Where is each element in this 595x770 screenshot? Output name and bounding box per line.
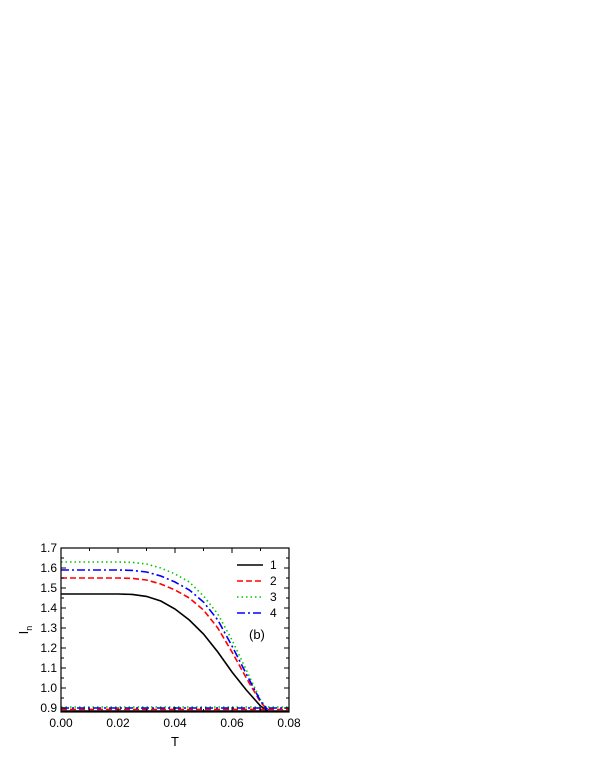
y-tick-label: 0.9 bbox=[40, 701, 57, 715]
y-tick-label: 1.6 bbox=[40, 561, 57, 575]
y-axis-title-subscript: n bbox=[24, 626, 34, 631]
y-tick-label: 1.1 bbox=[40, 661, 57, 675]
y-tick-label: 1.0 bbox=[40, 681, 57, 695]
series-4-upper-line bbox=[61, 569, 269, 711]
y-tick-label: 1.7 bbox=[40, 541, 57, 555]
y-axis-title-main: I bbox=[16, 631, 31, 635]
x-tick-label: 0.02 bbox=[106, 716, 130, 730]
x-tick-label: 0.06 bbox=[220, 716, 244, 730]
panel-label: (b) bbox=[249, 627, 265, 642]
x-tick-label: 0.08 bbox=[277, 716, 301, 730]
y-tick-label: 1.5 bbox=[40, 581, 57, 595]
legend-label-2: 2 bbox=[270, 574, 277, 588]
y-axis-title: In bbox=[16, 626, 34, 635]
y-tick-labels: 0.9 1.0 1.1 1.2 1.3 1.4 1.5 1.6 1.7 bbox=[40, 541, 57, 715]
series-3-upper-line bbox=[61, 561, 269, 710]
y-tick-label: 1.3 bbox=[40, 621, 57, 635]
x-axis-title: T bbox=[171, 734, 179, 749]
ticks-layer bbox=[60, 547, 290, 712]
legend-label-1: 1 bbox=[270, 558, 277, 572]
legend: 1 2 3 4 bbox=[237, 558, 277, 620]
series-2-upper-line bbox=[61, 577, 269, 711]
x-tick-label: 0.04 bbox=[163, 716, 187, 730]
series-1-upper-line bbox=[61, 593, 269, 712]
x-tick-label: 0.00 bbox=[49, 716, 73, 730]
x-tick-labels: 0.00 0.02 0.04 0.06 0.08 bbox=[49, 716, 301, 730]
legend-label-4: 4 bbox=[270, 606, 277, 620]
y-tick-label: 1.4 bbox=[40, 601, 57, 615]
legend-label-3: 3 bbox=[270, 590, 277, 604]
y-tick-label: 1.2 bbox=[40, 641, 57, 655]
svg-text:In: In bbox=[16, 626, 34, 635]
